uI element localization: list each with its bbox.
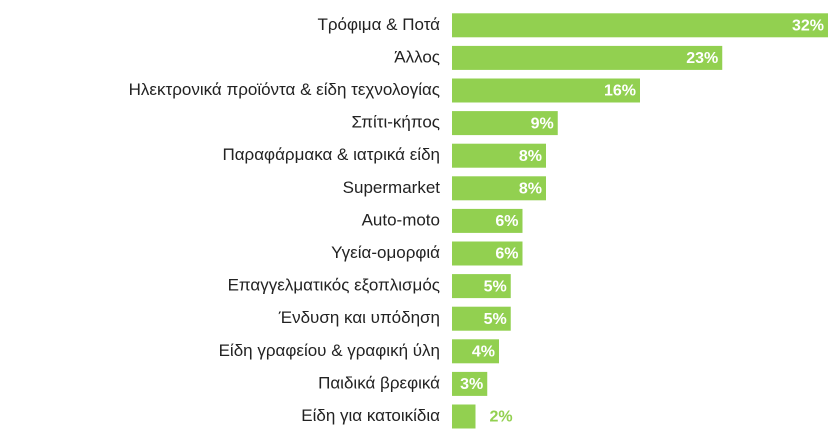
category-label: Τρόφιμα & Ποτά	[317, 15, 440, 34]
bar	[452, 339, 499, 364]
category-label: Υγεία-ομορφιά	[331, 243, 440, 262]
bar	[452, 404, 476, 429]
bar	[452, 111, 558, 136]
value-label: 8%	[519, 181, 542, 198]
value-label: 3%	[460, 376, 483, 393]
bar	[452, 274, 511, 299]
bar	[452, 208, 523, 233]
value-label: 5%	[484, 278, 507, 295]
value-label: 8%	[519, 148, 542, 165]
category-label: Παραφάρμακα & ιατρικά είδη	[222, 145, 440, 164]
bar	[452, 78, 640, 103]
bar	[452, 13, 828, 38]
value-label: 16%	[604, 83, 636, 100]
value-label: 2%	[490, 409, 513, 426]
category-label: Supermarket	[343, 178, 441, 197]
bar	[452, 45, 723, 70]
bar	[452, 371, 488, 396]
category-label: Είδη για κατοικίδια	[301, 406, 440, 425]
value-label: 5%	[484, 311, 507, 328]
value-label: 4%	[472, 344, 495, 361]
bar	[452, 241, 523, 266]
bar	[452, 143, 546, 168]
value-label: 32%	[792, 18, 824, 35]
value-label: 9%	[531, 115, 554, 132]
category-label: Auto-moto	[362, 210, 440, 229]
value-label: 23%	[686, 50, 718, 67]
category-label: Επαγγελματικός εξοπλισμός	[228, 276, 440, 295]
value-label: 6%	[495, 213, 518, 230]
value-label: 6%	[495, 246, 518, 263]
category-label: Σπίτι-κήπος	[352, 113, 440, 132]
category-label: Παιδικά βρεφικά	[318, 373, 440, 392]
bar	[452, 306, 511, 331]
category-label: Άλλος	[394, 47, 440, 66]
bar	[452, 176, 546, 201]
category-label: Ένδυση και υπόδηση	[278, 308, 440, 327]
category-label: Είδη γραφείου & γραφική ύλη	[219, 341, 440, 360]
category-label: Ηλεκτρονικά προϊόντα & είδη τεχνολογίας	[129, 80, 440, 99]
